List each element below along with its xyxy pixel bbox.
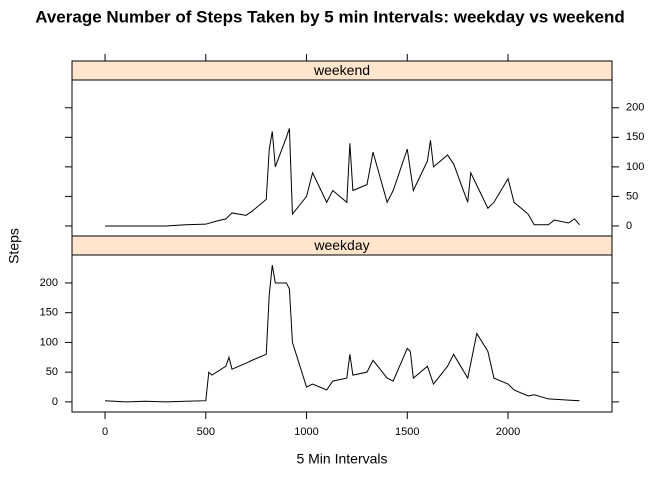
y-tick-label: 200 bbox=[626, 102, 644, 114]
x-tick-label: 2000 bbox=[496, 426, 520, 438]
y-tick-label: 150 bbox=[626, 131, 644, 143]
y-tick-label: 100 bbox=[40, 336, 58, 348]
series-line bbox=[105, 128, 580, 227]
series-line bbox=[105, 265, 580, 403]
y-tick-label: 50 bbox=[626, 190, 638, 202]
x-tick-label: 500 bbox=[197, 426, 215, 438]
strip-label: weekend bbox=[313, 62, 370, 78]
y-tick-label: 200 bbox=[40, 277, 58, 289]
panel bbox=[71, 254, 613, 413]
x-tick-label: 1000 bbox=[294, 426, 318, 438]
panel bbox=[71, 79, 613, 237]
x-axis-label: 5 Min Intervals bbox=[296, 451, 387, 467]
y-axis-label: Steps bbox=[6, 228, 22, 264]
chart-title: Average Number of Steps Taken by 5 min I… bbox=[35, 7, 625, 26]
y-tick-label: 50 bbox=[46, 366, 58, 378]
y-tick-label: 0 bbox=[626, 220, 632, 232]
y-tick-label: 150 bbox=[40, 307, 58, 319]
x-tick-label: 0 bbox=[102, 426, 108, 438]
strip-label: weekday bbox=[313, 237, 369, 253]
y-tick-label: 0 bbox=[52, 396, 58, 408]
x-tick-label: 1500 bbox=[395, 426, 419, 438]
y-tick-label: 100 bbox=[626, 161, 644, 173]
